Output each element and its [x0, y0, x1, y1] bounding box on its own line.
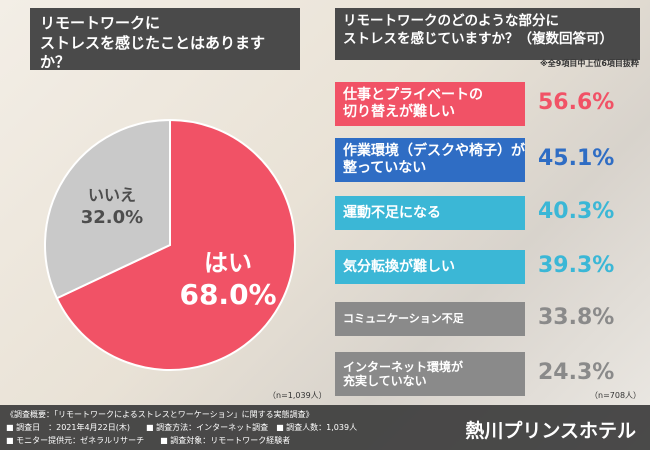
- list-note: （n=708人）: [590, 391, 642, 400]
- footer-line: 《調査概要：「リモートワークによるストレスとワーケーション」に関する実態調査》: [6, 410, 314, 419]
- category-box: 気分転換が難しい: [335, 250, 525, 284]
- slice-value: 68.0%: [179, 278, 276, 311]
- subtitle: ※全9項目中上位6項目抜粋: [540, 59, 639, 68]
- pie-note: （n=1,039人）: [268, 391, 327, 400]
- category-box: インターネット環境が 充実していない: [335, 352, 525, 396]
- slice-label: いいえ: [88, 186, 136, 205]
- category-box: コミュニケーション不足: [335, 302, 525, 336]
- value-label: 56.6%: [538, 90, 615, 115]
- footer: 《調査概要：「リモートワークによるストレスとワーケーション」に関する実態調査》 …: [0, 405, 650, 450]
- value-label: 40.3%: [538, 199, 615, 224]
- value-label: 39.3%: [538, 253, 615, 278]
- category-box: 仕事とプライベートの 切り替えが難しい: [335, 82, 525, 126]
- list-title: リモートワークのどのような部分に ストレスを感じていますか？（複数回答可）: [335, 8, 640, 60]
- slice-value: 32.0%: [81, 207, 143, 228]
- brand: 熱川プリンスホテル: [465, 420, 636, 442]
- value-label: 45.1%: [538, 146, 615, 171]
- pie-title: リモートワークに ストレスを感じたことはありますか？: [30, 8, 300, 71]
- slice-label: はい: [204, 249, 252, 277]
- value-label: 33.8%: [538, 305, 615, 330]
- pie-slice: [44, 118, 171, 300]
- value-label: 24.3%: [538, 360, 615, 385]
- pie-slice: [55, 118, 296, 371]
- footer-line: ■ 調査日 ：2021年4月22日(木) ■ 調査方法：インターネット調査 ■ …: [6, 423, 358, 432]
- category-box: 作業環境（デスクや椅子）が 整っていない: [335, 138, 525, 182]
- footer-line: ■ モニター提供元：ゼネラルリサーチ ■ 調査対象：リモートワーク経験者: [6, 436, 291, 445]
- category-box: 運動不足になる: [335, 196, 525, 230]
